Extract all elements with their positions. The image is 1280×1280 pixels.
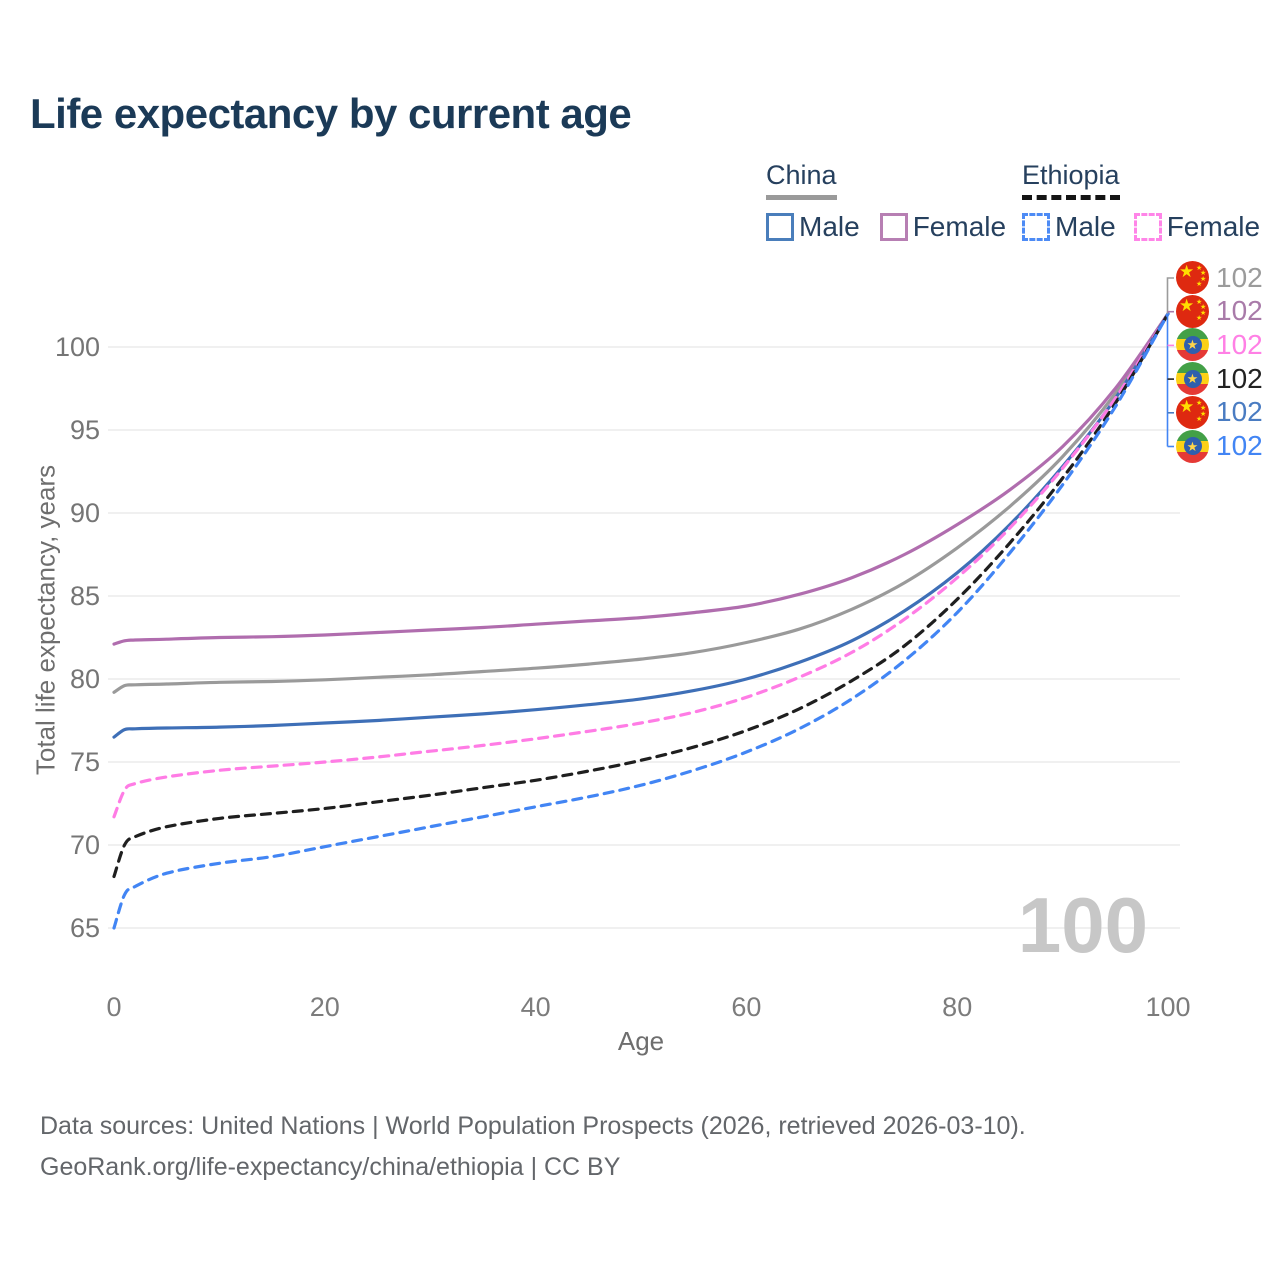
x-tick-label: 80 [942, 992, 972, 1022]
series-line-ethiopia [112, 312, 1170, 879]
end-label-value: 102 [1216, 295, 1263, 327]
legend-group-ethiopia: Ethiopia Male Female [1022, 160, 1260, 243]
leader-line [1166, 277, 1174, 314]
legend-group-china: China Male Female [766, 160, 1006, 243]
x-tick-label: 20 [310, 992, 340, 1022]
series-line-china [112, 312, 1170, 694]
age-watermark: 100 [1018, 881, 1148, 969]
ethiopia-flag-icon: ★ [1176, 429, 1209, 463]
series-line-china-male [112, 312, 1170, 739]
end-label-china-male: ★ ★ ★ ★ ★ 102 [1176, 395, 1263, 429]
legend-swatch-ethiopia-male[interactable] [1022, 213, 1050, 241]
legend-label-china-male[interactable]: Male [799, 211, 860, 242]
x-tick-label: 0 [106, 992, 121, 1022]
china-flag-icon: ★ ★ ★ ★ ★ [1176, 261, 1209, 294]
legend-label-ethiopia-male[interactable]: Male [1055, 211, 1116, 242]
end-label-china: ★ ★ ★ ★ ★ 102 [1176, 261, 1263, 294]
legend-label-ethiopia-female[interactable]: Female [1166, 211, 1261, 242]
end-label-value: 102 [1216, 430, 1263, 461]
ethiopia-flag-icon: ★ [1176, 328, 1209, 362]
y-tick-label: 65 [70, 913, 100, 943]
end-label-ethiopia-male: ★ 102 [1176, 429, 1263, 463]
y-tick-label: 75 [70, 747, 100, 777]
legend-swatch-ethiopia-female[interactable] [1133, 213, 1162, 241]
x-tick-label: 100 [1145, 992, 1190, 1022]
y-tick-label: 90 [70, 498, 100, 528]
footer-attribution-line: GeoRank.org/life-expectancy/china/ethiop… [40, 1153, 621, 1181]
end-label-china-female: ★ ★ ★ ★ ★ 102 [1176, 294, 1263, 328]
legend-header-china[interactable]: China [766, 160, 837, 200]
page-title: Life expectancy by current age [30, 90, 632, 137]
end-label-value: 102 [1216, 261, 1263, 293]
series-line-china-female [112, 312, 1170, 646]
end-label-value: 102 [1216, 328, 1263, 360]
footer-sources-line: Data sources: United Nations | World Pop… [40, 1112, 1026, 1140]
series-line-ethiopia-male [112, 312, 1170, 930]
china-flag-icon: ★ ★ ★ ★ ★ [1176, 294, 1209, 328]
end-label-value: 102 [1216, 362, 1263, 394]
ethiopia-flag-icon: ★ [1176, 362, 1209, 396]
end-label-value: 102 [1216, 396, 1263, 428]
legend-header-ethiopia[interactable]: Ethiopia [1022, 160, 1120, 200]
legend-label-china-female[interactable]: Female [912, 211, 1007, 242]
y-tick-label: 95 [70, 415, 100, 445]
end-label-ethiopia-female: ★ 102 [1176, 328, 1263, 362]
series-line-ethiopia-female [112, 312, 1170, 819]
china-flag-icon: ★ ★ ★ ★ ★ [1176, 395, 1209, 429]
y-tick-label: 70 [70, 830, 100, 860]
end-label-ethiopia: ★ 102 [1176, 362, 1263, 396]
x-tick-label: 40 [521, 992, 551, 1022]
footer: Data sources: United Nations | World Pop… [40, 1106, 1026, 1188]
legend-swatch-china-female[interactable] [879, 213, 908, 241]
y-tick-label: 80 [70, 664, 100, 694]
y-tick-label: 100 [55, 332, 100, 362]
x-tick-label: 60 [731, 992, 761, 1022]
y-tick-label: 85 [70, 581, 100, 611]
x-axis-title: Age [617, 1026, 665, 1056]
legend-swatch-china-male[interactable] [766, 213, 794, 241]
